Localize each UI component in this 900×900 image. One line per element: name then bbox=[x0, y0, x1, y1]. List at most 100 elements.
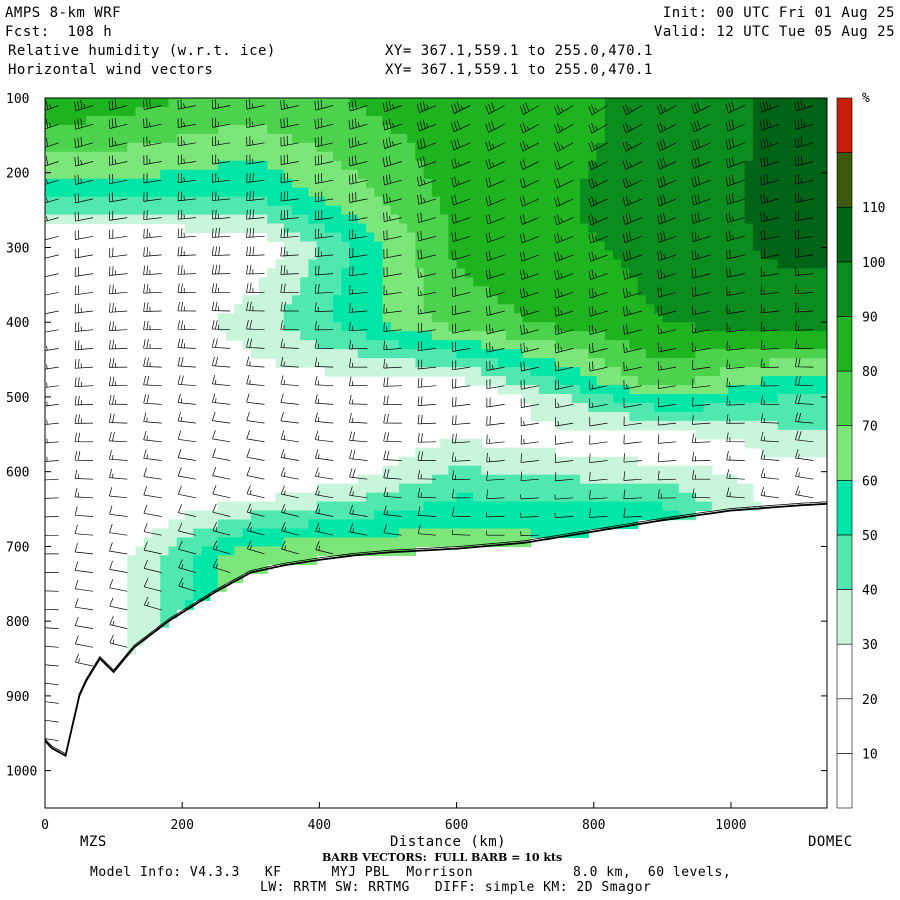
rh-cell bbox=[728, 106, 738, 117]
rh-cell bbox=[629, 384, 639, 395]
rh-cell bbox=[604, 519, 614, 530]
rh-cell bbox=[440, 465, 449, 476]
rh-cell bbox=[588, 501, 598, 512]
rh-cell bbox=[415, 331, 425, 341]
wind-barb bbox=[554, 159, 574, 171]
wind-barb bbox=[383, 322, 402, 332]
rh-cell bbox=[612, 358, 622, 368]
rh-cell bbox=[448, 151, 458, 162]
rh-cell bbox=[275, 340, 285, 350]
rh-cell bbox=[209, 214, 219, 225]
wind-barb bbox=[280, 430, 299, 443]
rh-cell bbox=[349, 510, 359, 521]
wind-barb bbox=[417, 286, 437, 297]
rh-cell bbox=[283, 196, 293, 207]
rh-cell bbox=[802, 331, 812, 341]
rh-cell bbox=[300, 492, 310, 503]
rh-cell bbox=[645, 510, 655, 521]
wind-barb bbox=[109, 247, 128, 258]
rh-cell bbox=[473, 465, 482, 476]
wind-barb bbox=[212, 154, 231, 165]
rh-cell bbox=[612, 367, 622, 377]
rh-cell bbox=[505, 295, 515, 305]
rh-cell bbox=[777, 429, 787, 440]
rh-cell bbox=[250, 214, 260, 225]
rh-cell bbox=[473, 510, 482, 521]
rh-cell bbox=[382, 367, 392, 377]
rh-cell bbox=[505, 501, 515, 512]
rh-cell bbox=[250, 169, 260, 180]
rh-cell bbox=[77, 178, 87, 189]
wind-barb bbox=[108, 413, 128, 424]
rh-cell bbox=[711, 187, 721, 198]
rh-cell bbox=[259, 124, 268, 135]
rh-cell bbox=[333, 483, 342, 494]
rh-cell bbox=[703, 241, 713, 252]
wind-barb bbox=[246, 209, 265, 220]
rh-cell bbox=[621, 340, 631, 350]
wind-barb bbox=[45, 516, 59, 518]
rh-cell bbox=[160, 124, 170, 135]
rh-cell bbox=[53, 214, 63, 225]
rh-cell bbox=[744, 483, 754, 494]
rh-cell bbox=[283, 142, 293, 153]
rh-cell bbox=[316, 295, 326, 305]
rh-cell bbox=[366, 268, 375, 278]
rh-cell bbox=[357, 501, 367, 512]
rh-cell bbox=[160, 214, 170, 225]
wind-barb bbox=[383, 487, 402, 499]
rh-cell bbox=[217, 205, 227, 216]
rh-cell bbox=[349, 115, 359, 126]
rh-cell bbox=[152, 151, 161, 162]
wind-barb bbox=[349, 192, 368, 203]
wind-barb bbox=[246, 430, 265, 443]
rh-cell bbox=[580, 402, 589, 413]
rh-cell bbox=[777, 241, 787, 252]
rh-cell bbox=[761, 241, 770, 252]
rh-cell bbox=[259, 142, 268, 153]
rh-cell bbox=[45, 115, 54, 126]
wind-barb bbox=[760, 137, 780, 149]
rh-cell bbox=[497, 384, 507, 395]
wind-barb bbox=[486, 434, 505, 445]
rh-cell bbox=[736, 501, 746, 512]
rh-cell bbox=[242, 295, 252, 305]
rh-cell bbox=[621, 160, 631, 171]
rh-cell bbox=[135, 160, 145, 171]
rh-cell bbox=[489, 340, 499, 350]
wind-barb bbox=[623, 471, 642, 481]
rh-cell bbox=[283, 528, 293, 539]
rh-cell bbox=[580, 232, 589, 243]
rh-cell bbox=[505, 474, 515, 485]
rh-cell bbox=[711, 349, 721, 359]
wind-barb bbox=[143, 375, 162, 387]
rh-cell bbox=[654, 241, 663, 252]
rh-cell bbox=[127, 214, 137, 225]
rh-cell bbox=[497, 376, 507, 386]
rh-cell bbox=[259, 537, 268, 548]
rh-cell bbox=[324, 196, 334, 207]
rh-cell bbox=[703, 358, 713, 368]
rh-cell bbox=[719, 160, 729, 171]
rh-cell bbox=[538, 304, 548, 314]
rh-cell bbox=[703, 331, 713, 341]
rh-cell bbox=[794, 367, 803, 377]
rh-cell bbox=[621, 474, 631, 485]
rh-cell bbox=[678, 142, 688, 153]
rh-cell bbox=[102, 115, 112, 126]
rh-cell bbox=[357, 178, 367, 189]
rh-cell bbox=[761, 313, 770, 323]
rh-cell bbox=[645, 205, 655, 216]
rh-cell bbox=[423, 286, 433, 296]
rh-cell bbox=[547, 151, 556, 162]
rh-cell bbox=[300, 98, 310, 108]
rh-cell bbox=[580, 367, 589, 377]
rh-cell bbox=[473, 331, 482, 341]
rh-cell bbox=[473, 196, 482, 207]
rh-cell bbox=[678, 501, 688, 512]
rh-cell bbox=[473, 456, 482, 467]
rh-cell bbox=[794, 447, 803, 458]
wind-barb bbox=[622, 231, 642, 244]
rh-cell bbox=[275, 501, 285, 512]
rh-cell bbox=[810, 133, 820, 144]
